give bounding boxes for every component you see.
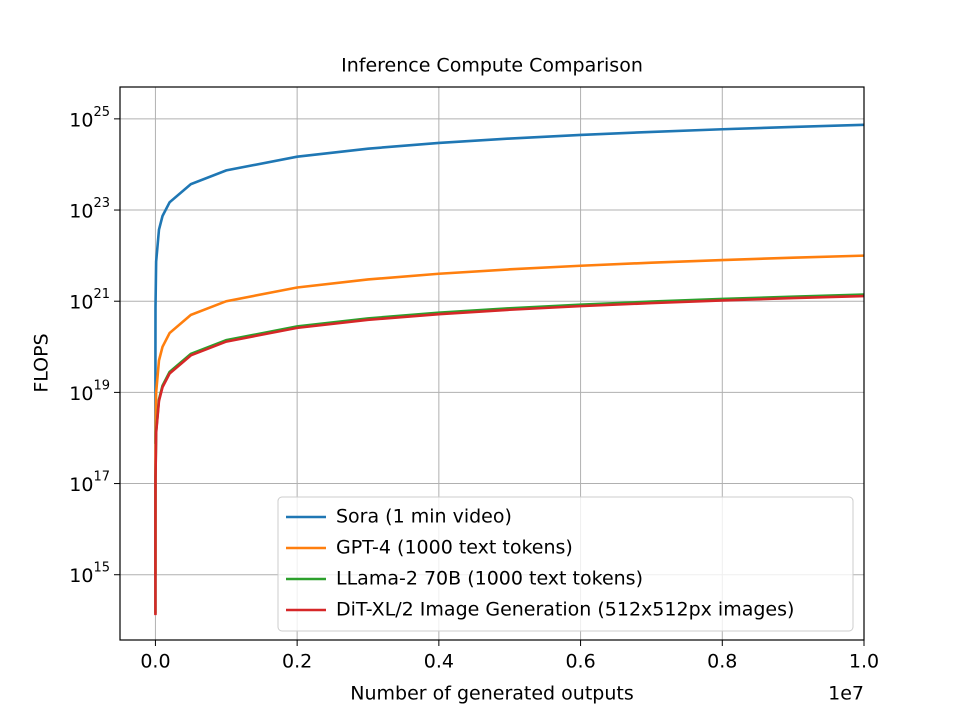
x-tick-label: 0.4 (424, 651, 454, 673)
y-tick-label: 1019 (69, 378, 110, 405)
x-tick-label: 0.6 (565, 651, 595, 673)
legend-box (277, 496, 854, 632)
series-line (154, 123, 865, 444)
x-tick-label: 0.0 (140, 651, 170, 673)
plot-frame (119, 86, 865, 641)
y-tick-label: 1021 (69, 287, 110, 314)
chart-title: Inference Compute Comparison (341, 55, 643, 77)
y-axis-label: FLOPS (31, 333, 53, 392)
legend-label: LLama-2 70B (1000 text tokens) (336, 568, 643, 590)
legend-label: GPT-4 (1000 text tokens) (336, 537, 573, 559)
x-tick-label: 0.2 (282, 651, 312, 673)
x-offset-label: 1e7 (828, 683, 864, 705)
y-tick-label: 1015 (69, 560, 110, 587)
x-tick-label: 1.0 (849, 651, 879, 673)
y-tick-label: 1025 (69, 104, 110, 131)
y-tick-label: 1017 (69, 469, 110, 496)
legend-label: DiT-XL/2 Image Generation (512x512px ima… (336, 599, 794, 621)
series-line (154, 294, 865, 616)
y-tick-label: 1023 (69, 196, 110, 223)
x-axis-label: Number of generated outputs (350, 683, 633, 705)
x-tick-label: 0.8 (707, 651, 737, 673)
legend-label: Sora (1 min video) (336, 506, 512, 528)
